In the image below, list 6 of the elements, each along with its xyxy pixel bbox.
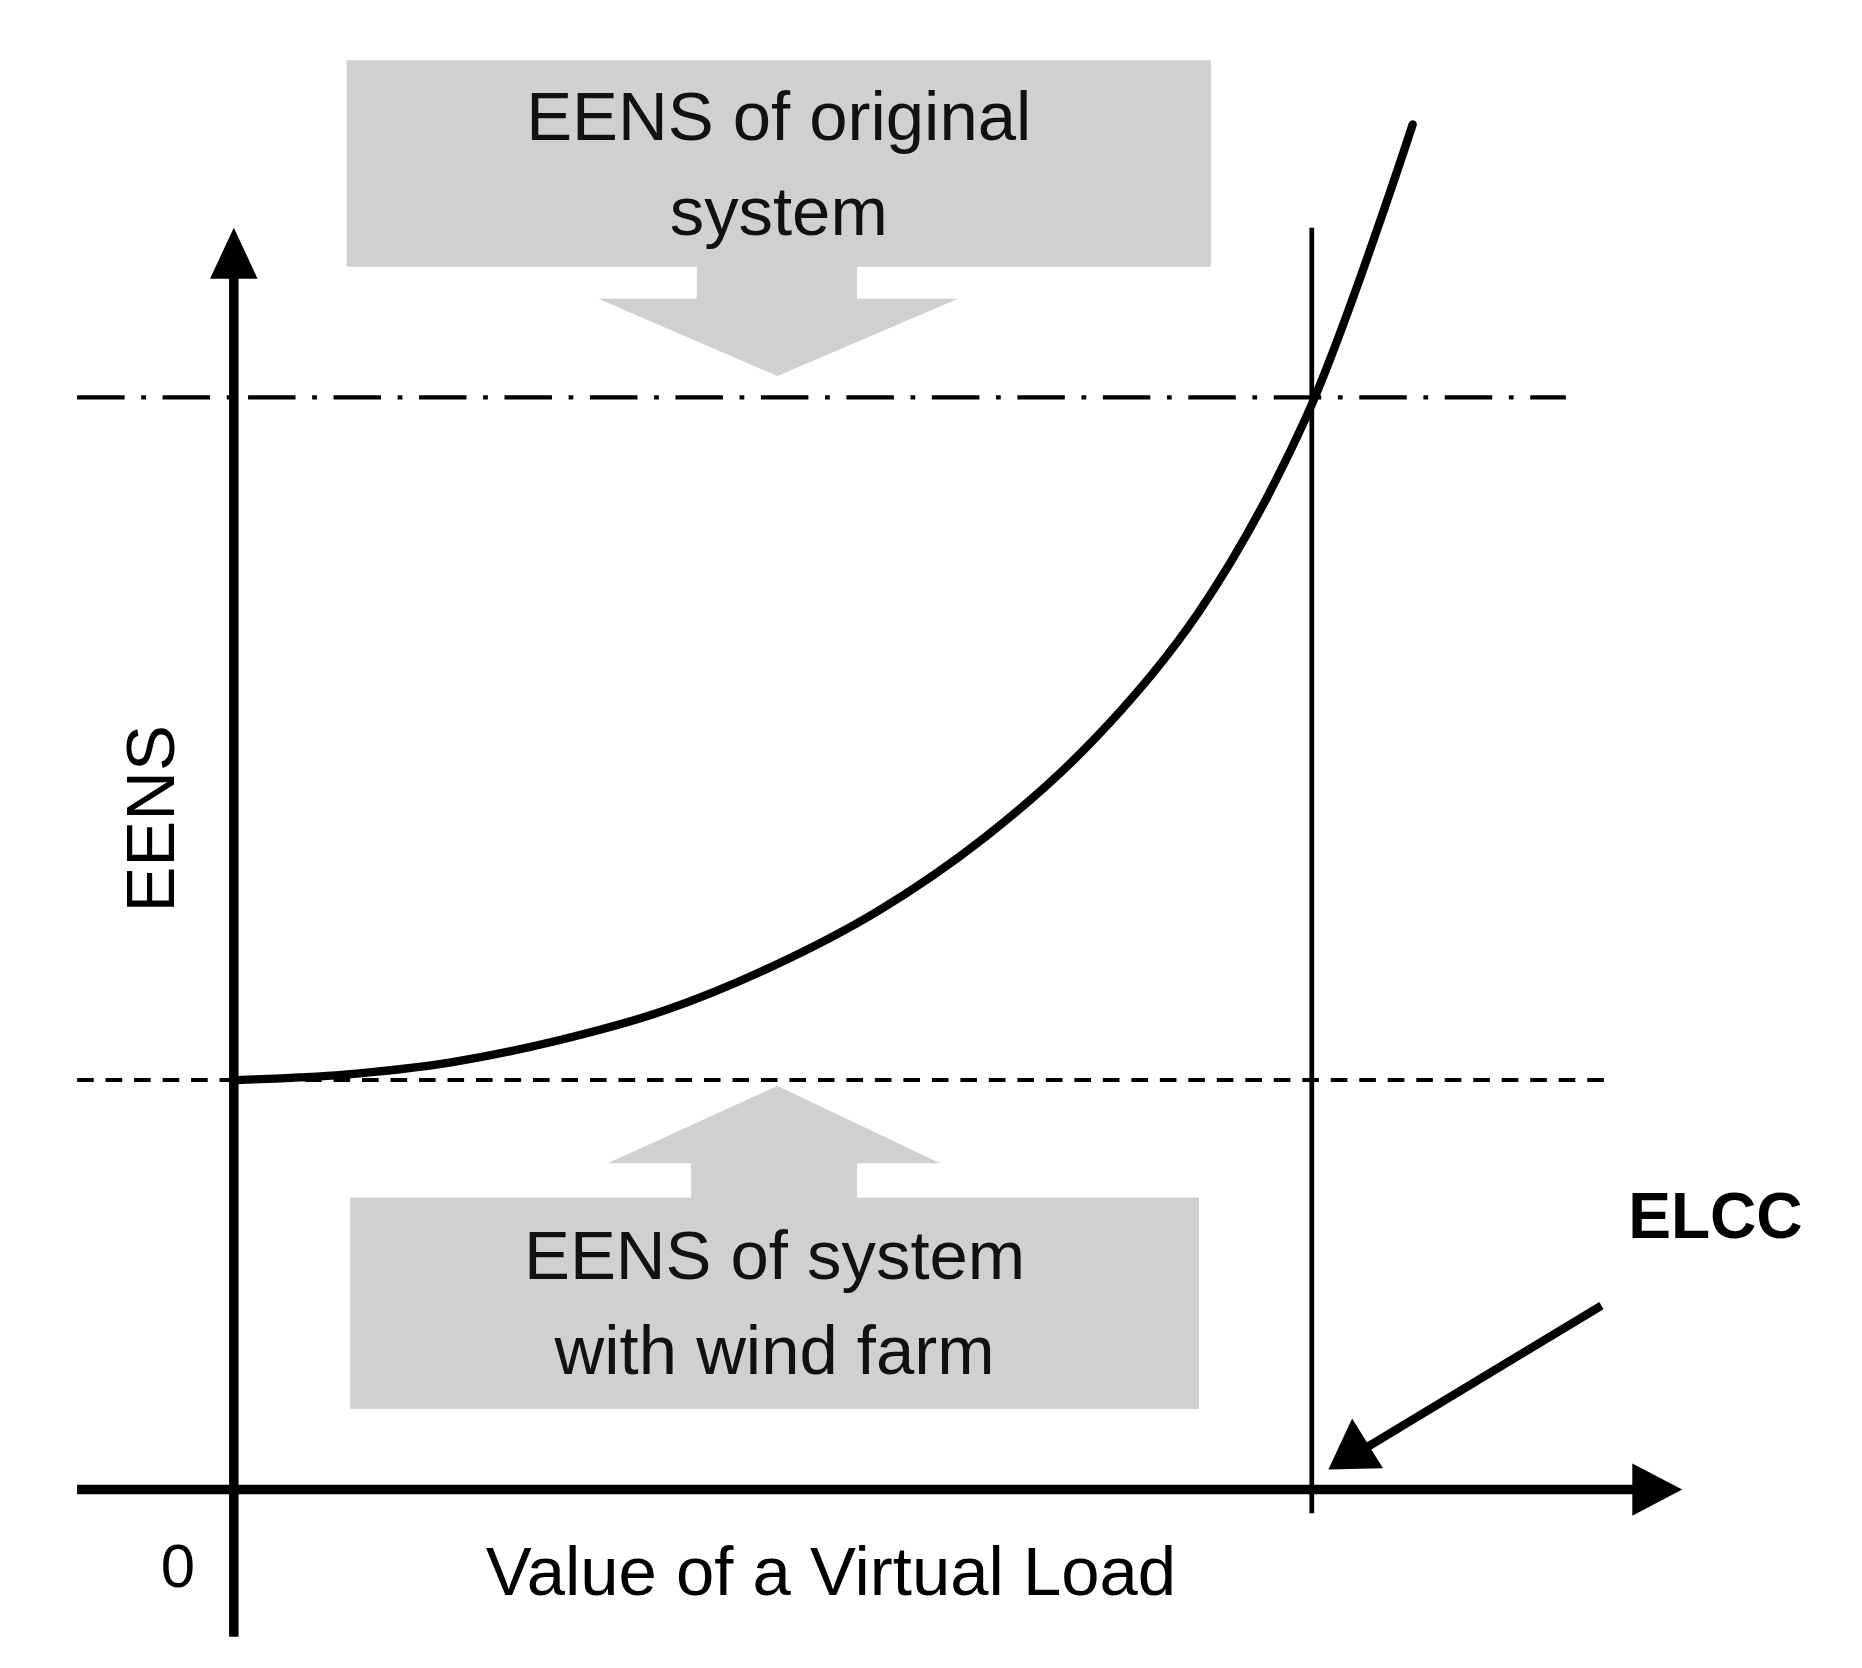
x-axis-title: Value of a Virtual Load <box>485 1533 1177 1611</box>
text: 0 <box>160 1530 196 1600</box>
annotation: EENS of original system <box>526 77 1032 250</box>
y-axis-title: EENS <box>112 725 190 913</box>
annotation: EENS of system with wind farm <box>523 1217 1026 1390</box>
text: ELCC <box>1628 1179 1803 1252</box>
